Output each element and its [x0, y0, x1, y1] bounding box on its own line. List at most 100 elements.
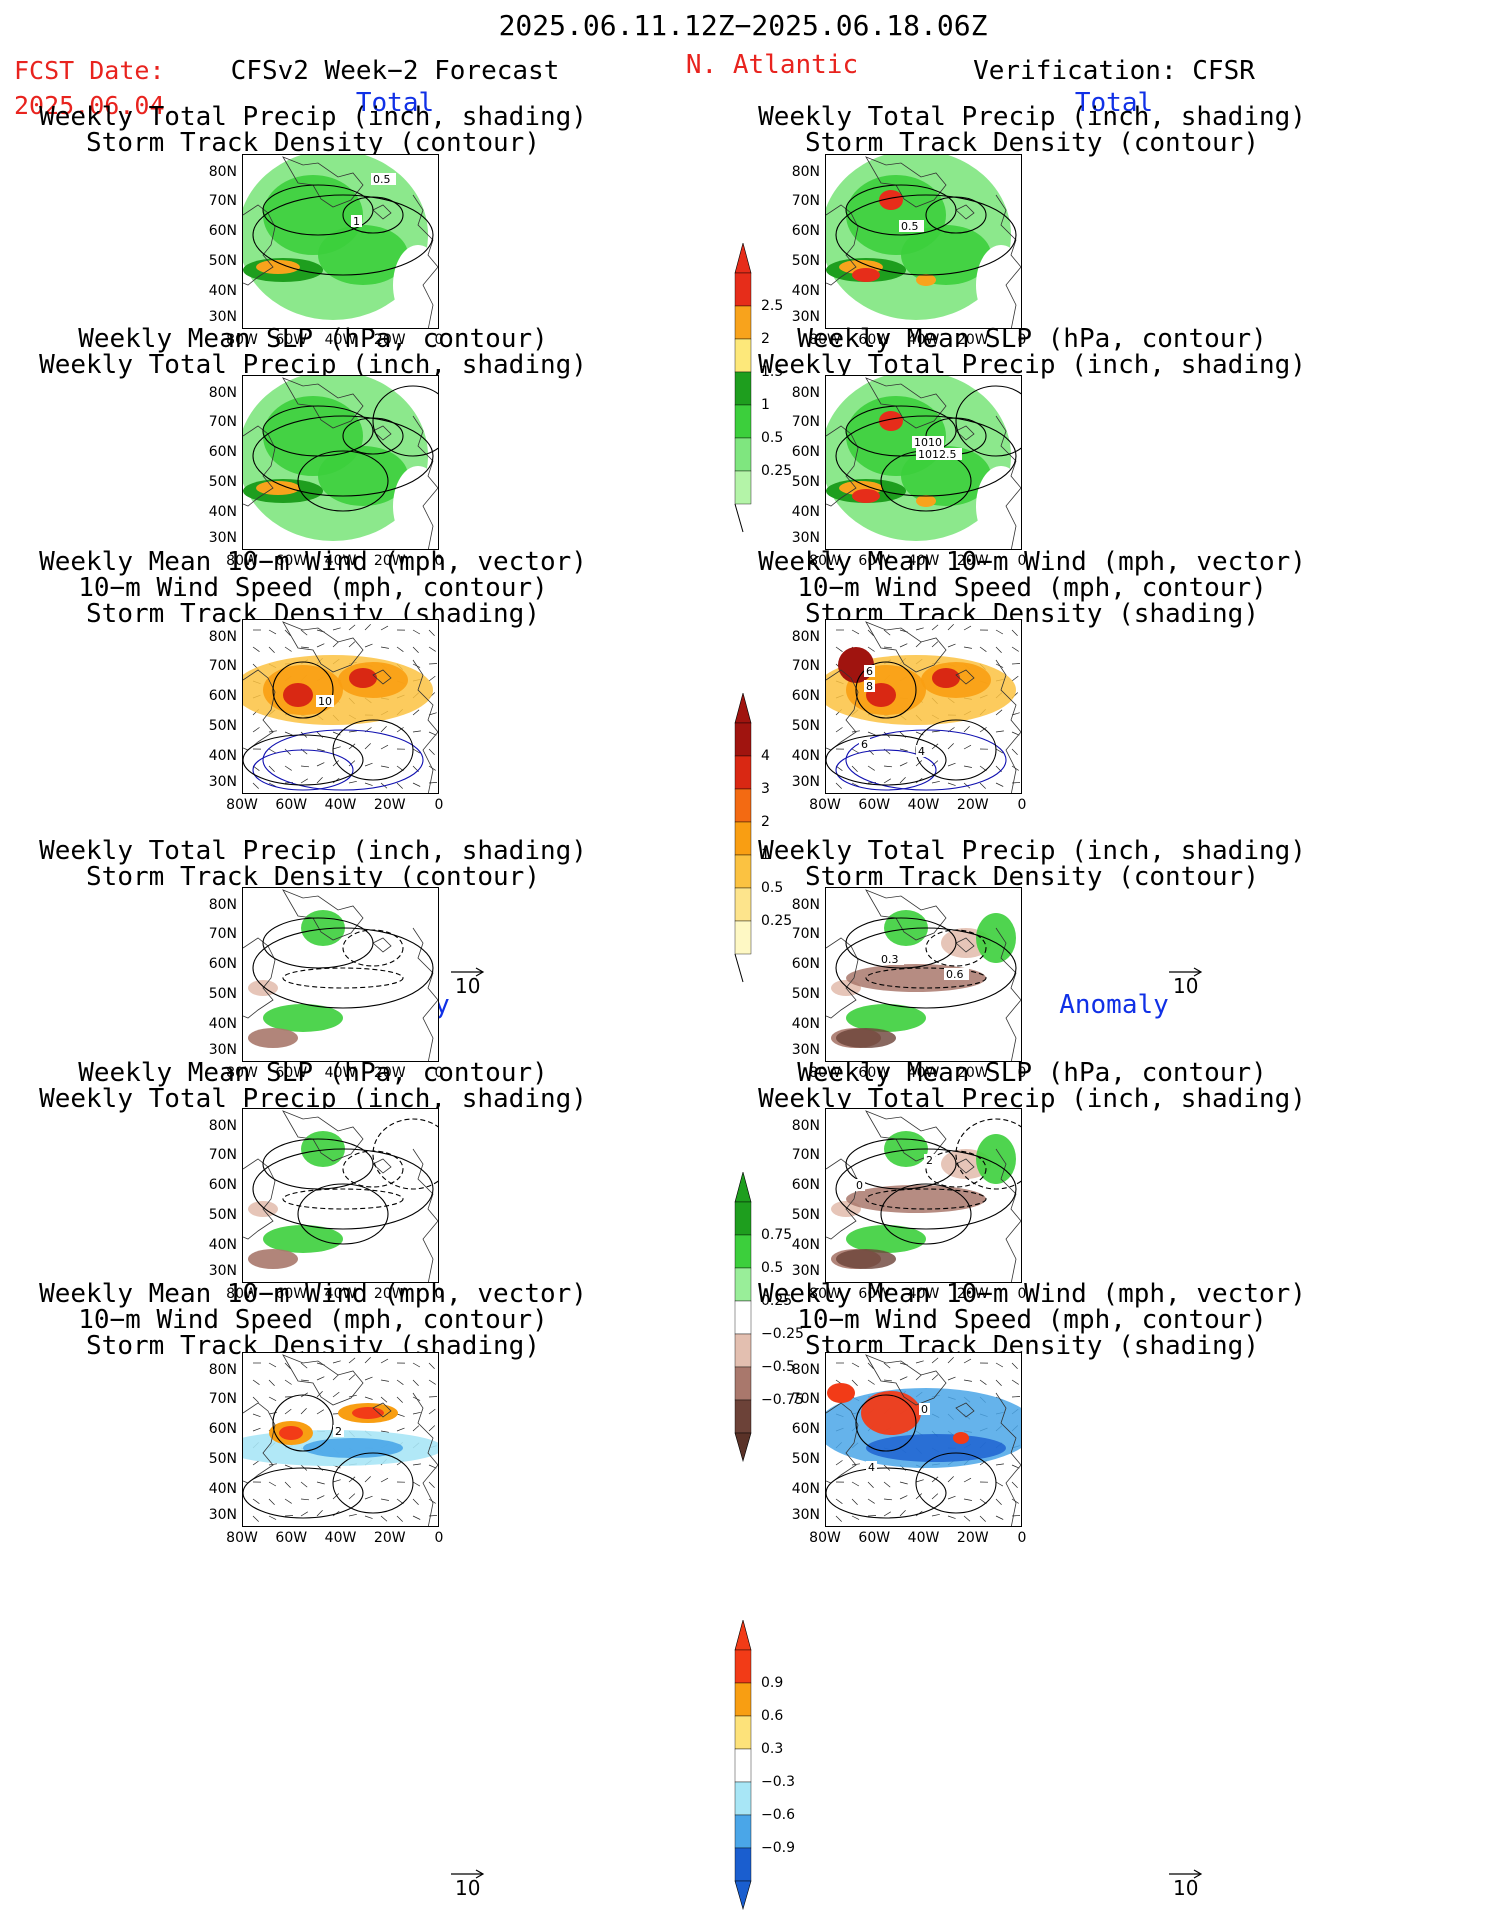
ver-anom-slp-iceland-coast: [955, 1158, 975, 1174]
ver-total-precip-lon-tick: 0: [1017, 332, 1027, 348]
fcst-total-precip-lon-tick: 60W: [275, 332, 308, 348]
fcst-total-wind-wind-vector: [284, 731, 293, 736]
fcst-total-wind-wind-vector: [316, 643, 325, 648]
fcst-anom-wind-wind-vector: [332, 1391, 340, 1398]
total-storm-colorbar-cap: [734, 693, 752, 724]
ver-total-wind-wind-vector: [835, 646, 843, 652]
ver-total-wind-wind-vector: [979, 782, 986, 789]
ver-total-wind-wind-vector: [947, 624, 954, 631]
fcst-total-wind-wind-vector: [332, 760, 340, 767]
ver-anom-vector-ref-label: 10: [1173, 1876, 1199, 1900]
ver-anom-wind-contour-label-bg: [866, 1461, 877, 1473]
right-total-label: Total: [1074, 88, 1154, 118]
total-precip-colorbar: [734, 243, 752, 533]
fcst-anom-precip-map-svg: [243, 889, 438, 1061]
fcst-total-wind-wind-vector: [348, 743, 356, 750]
fcst-anom-wind-wind-vector: [316, 1409, 324, 1415]
ver-anom-wind-wind-vector: [995, 1379, 1002, 1386]
fcst-total-slp-lat-tick: 60N: [208, 444, 237, 460]
total-precip-colorbar-swatch: [734, 338, 752, 373]
ver-anom-precip-contour: [865, 967, 987, 989]
fcst-total-slp-lon-tick: 0: [434, 553, 444, 569]
ver-anom-wind-lat-tick: 60N: [791, 1421, 820, 1437]
anom-precip-colorbar-swatch: [734, 1333, 752, 1368]
fcst-total-slp-lon-tick: 80W: [226, 553, 258, 569]
fcst-anom-wind-wind-vector: [428, 1464, 437, 1469]
fcst-anom-wind-wind-vector: [412, 1515, 421, 1520]
fcst-total-wind-wind-vector: [300, 629, 308, 636]
ver-anom-wind-storm-anom: [953, 1432, 969, 1444]
ver-anom-precip-lon-tick: 80W: [809, 1065, 841, 1081]
fcst-anom-wind-wind-vector: [284, 1408, 292, 1415]
fcst-anom-wind-wind-vector: [396, 1379, 404, 1385]
fcst-anom-wind-lon-tick: 0: [434, 1530, 444, 1546]
fcst-total-slp-precip-max: [256, 481, 300, 495]
ver-total-slp-lon-tick: 20W: [956, 553, 989, 569]
ver-total-precip-map-svg: 0.5: [826, 155, 1021, 328]
fcst-anom-precip-contour: [252, 927, 434, 1009]
fcst-total-wind-wind-vector: [428, 646, 436, 652]
fcst-total-wind-lon-tick: 0: [434, 797, 444, 813]
fcst-anom-wind-wind-vector: [316, 1481, 325, 1485]
fcst-total-vector-arrow-icon: [451, 967, 485, 977]
fcst-anom-precip-lon-tick: 80W: [226, 1065, 258, 1081]
fcst-anom-slp-title-line: Weekly Mean SLP (hPa, contour): [78, 1058, 548, 1088]
ver-anom-wind-europe-africa-coast: [995, 1392, 1021, 1526]
ver-anom-slp-precip-anom: [836, 1249, 896, 1269]
ver-anom-wind-wind-vector: [931, 1513, 940, 1517]
anom-storm-colorbar-label: 0.3: [761, 1741, 784, 1757]
fcst-anom-wind-wind-vector: [284, 1515, 294, 1517]
fcst-anom-wind-wind-vector: [364, 1357, 371, 1364]
ver-total-wind-wind-vector: [947, 743, 954, 750]
fcst-anom-wind-storm-anom: [279, 1426, 303, 1440]
fcst-total-wind-wind-vector: [428, 712, 437, 716]
fcst-total-precip-lon-tick: 40W: [324, 332, 357, 348]
fcst-total-precip-lat-tick: 60N: [208, 223, 237, 239]
fcst-total-wind-wind-vector: [364, 624, 371, 631]
ver-total-precip-precip-max: [852, 268, 880, 282]
ver-total-wind-wind-vector: [931, 780, 940, 784]
ver-anom-slp-title-line: Weekly Total Precip (inch, shading): [758, 1084, 1306, 1114]
ver-anom-wind-wind-vector: [947, 1357, 954, 1364]
fcst-total-slp-lat-tick: 40N: [208, 503, 237, 520]
fcst-total-wind-wind-vector: [316, 777, 323, 784]
fcst-anom-wind-wind-vector: [252, 1515, 259, 1522]
ver-total-wind-contour-label-bg: [864, 665, 875, 677]
ver-anom-wind-lat-tick: 30N: [791, 1506, 820, 1523]
anom-precip-colorbar-cap: [734, 1432, 752, 1463]
fcst-anom-wind-wind-vector: [396, 1413, 405, 1417]
ver-anom-wind-wind-vector: [995, 1498, 1002, 1505]
fcst-anom-wind-wind-vector: [380, 1498, 389, 1501]
ver-total-wind-wind-vector: [1011, 629, 1018, 636]
fcst-anom-wind-wind-vector: [348, 1357, 356, 1364]
ver-total-wind-lat-tick: 70N: [791, 658, 820, 675]
anom-precip-colorbar-label: 0.25: [761, 1293, 793, 1309]
ver-anom-wind-wind-vector: [995, 1481, 1004, 1487]
ver-total-slp-contour: [955, 385, 1021, 457]
fcst-total-wind-wind-vector: [284, 629, 291, 636]
total-precip-colorbar-swatch: [734, 272, 752, 307]
fcst-anom-wind-wind-vector: [300, 1498, 310, 1501]
ver-anom-wind-greenland-coast: [865, 1354, 947, 1406]
anom-precip-colorbar-swatch: [734, 1234, 752, 1269]
total-storm-colorbar-swatch: [734, 821, 752, 856]
ver-total-wind-lat-tick: 50N: [791, 717, 820, 734]
ver-total-wind-wind-vector: [963, 726, 970, 733]
fcst-anom-precip-lat-tick: 60N: [208, 956, 237, 972]
fcst-anom-wind-lat-tick: 50N: [208, 1450, 237, 1467]
ver-total-wind-wind-vector: [979, 646, 987, 652]
ver-total-wind-title-line: 10−m Wind Speed (mph, contour): [797, 573, 1267, 603]
ver-anom-slp-lon-tick: 80W: [809, 1286, 841, 1302]
ver-total-wind-lon-tick: 0: [1017, 797, 1027, 813]
anom-precip-colorbar-swatch: [734, 1300, 752, 1335]
fcst-total-wind-wind-vector: [332, 641, 340, 648]
fcst-total-wind-wind-vector: [380, 744, 389, 750]
fcst-total-wind-wind-vector: [268, 646, 275, 653]
left-column-title: CFSv2 Week−2 Forecast: [230, 56, 560, 86]
fcst-total-wind-map-panel: 10: [242, 619, 439, 794]
fcst-anom-slp-lat-tick: 60N: [208, 1177, 237, 1193]
fcst-total-precip-lat-tick: 40N: [208, 282, 237, 299]
fcst-total-wind-contour: [243, 734, 364, 786]
ver-anom-wind-wind-vector: [931, 1493, 939, 1500]
fcst-anom-wind-lon-tick: 40W: [324, 1530, 357, 1546]
